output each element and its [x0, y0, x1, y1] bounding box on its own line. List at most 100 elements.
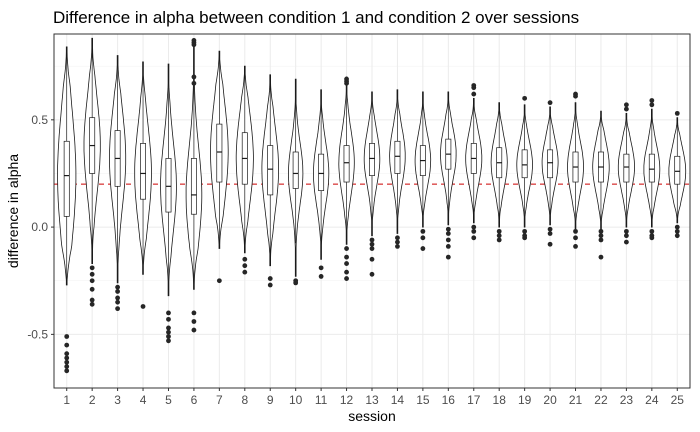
x-tick-label: 3: [114, 393, 121, 407]
x-tick-label: 21: [569, 393, 583, 407]
violin-session-1: [57, 46, 77, 374]
outlier-point: [191, 80, 197, 86]
box-iqr: [623, 153, 630, 183]
outlier-point: [471, 235, 477, 241]
outlier-point: [166, 334, 171, 339]
chart-title: Difference in alpha between condition 1 …: [53, 8, 579, 27]
outlier-point: [471, 224, 477, 230]
box-iqr: [394, 140, 401, 174]
box-iqr: [318, 153, 325, 191]
outlier-point: [166, 329, 171, 335]
x-tick-label: 14: [391, 393, 405, 407]
x-tick-label: 10: [289, 393, 303, 407]
outlier-point: [344, 76, 349, 82]
x-tick-label: 22: [594, 393, 608, 407]
outlier-point: [166, 325, 171, 331]
outlier-point: [649, 228, 655, 234]
outlier-point: [267, 276, 273, 281]
outlier-point: [318, 274, 324, 279]
outlier-point: [166, 316, 171, 322]
x-tick-label: 24: [645, 393, 659, 407]
outlier-point: [64, 359, 70, 365]
outlier-point: [598, 233, 604, 239]
outlier-point: [547, 226, 553, 232]
outlier-point: [674, 110, 680, 116]
box-iqr: [648, 153, 655, 183]
violin-session-21: [567, 91, 584, 249]
outlier-point: [369, 241, 375, 247]
outlier-point: [624, 106, 629, 112]
outlier-point: [64, 368, 70, 374]
outlier-point: [624, 239, 629, 245]
outlier-point: [522, 228, 528, 234]
outlier-point: [166, 338, 171, 344]
outlier-point: [344, 254, 349, 260]
violin-series: [57, 37, 687, 374]
box-iqr: [369, 143, 375, 176]
outlier-point: [471, 228, 477, 234]
x-tick-label: 2: [89, 393, 96, 407]
box-iqr: [547, 149, 554, 179]
outlier-point: [674, 228, 680, 234]
outlier-point: [369, 256, 375, 262]
x-tick-label: 18: [493, 393, 507, 407]
box-iqr: [216, 123, 223, 183]
outlier-point: [140, 304, 146, 309]
outlier-point: [445, 244, 451, 249]
violin-session-17: [465, 83, 483, 241]
x-tick-label: 9: [267, 393, 274, 407]
outlier-point: [115, 299, 120, 305]
violin-session-12: [338, 76, 355, 281]
outlier-point: [242, 269, 248, 275]
outlier-point: [496, 237, 502, 243]
violin-session-6: [185, 38, 203, 333]
box-iqr: [674, 155, 681, 185]
box-iqr: [140, 143, 146, 200]
outlier-point: [573, 235, 578, 241]
outlier-point: [496, 228, 502, 234]
violin-session-3: [109, 55, 127, 312]
outlier-point: [598, 237, 604, 243]
y-tick-label: -0.5: [27, 327, 48, 341]
x-tick-label: 6: [191, 393, 198, 407]
violin-session-16: [440, 91, 457, 260]
violin-session-19: [516, 95, 533, 241]
outlier-point: [191, 38, 197, 43]
outlier-point: [471, 83, 477, 88]
box-iqr: [267, 145, 274, 196]
outlier-point: [573, 228, 578, 234]
violin-session-13: [363, 91, 381, 277]
box-iqr: [292, 151, 299, 189]
outlier-point: [598, 228, 604, 234]
outlier-point: [395, 244, 400, 249]
y-tick-label: 0.5: [31, 113, 48, 127]
outlier-point: [115, 289, 120, 294]
outlier-point: [64, 351, 70, 357]
x-axis-title: session: [348, 408, 395, 424]
outlier-point: [64, 342, 70, 348]
outlier-point: [369, 237, 375, 243]
outlier-point: [64, 355, 70, 361]
outlier-point: [89, 271, 95, 277]
violin-session-7: [210, 50, 229, 284]
outlier-point: [89, 301, 95, 307]
outlier-point: [344, 276, 349, 281]
outlier-point: [89, 297, 95, 303]
outlier-point: [89, 278, 95, 284]
x-tick-label: 1: [63, 393, 70, 407]
x-tick-label: 25: [671, 393, 685, 407]
x-tick-label: 13: [365, 393, 379, 407]
outlier-point: [191, 319, 197, 324]
outlier-point: [649, 98, 655, 103]
outlier-point: [216, 278, 222, 284]
box-iqr: [343, 145, 350, 183]
box-iqr: [521, 149, 528, 179]
x-tick-label: 16: [442, 393, 456, 407]
x-tick-label: 8: [241, 393, 248, 407]
outlier-point: [522, 235, 528, 241]
outlier-point: [64, 334, 70, 339]
violin-session-8: [235, 65, 254, 275]
outlier-point: [649, 235, 655, 241]
outlier-point: [64, 364, 70, 369]
x-tick-label: 15: [416, 393, 430, 407]
